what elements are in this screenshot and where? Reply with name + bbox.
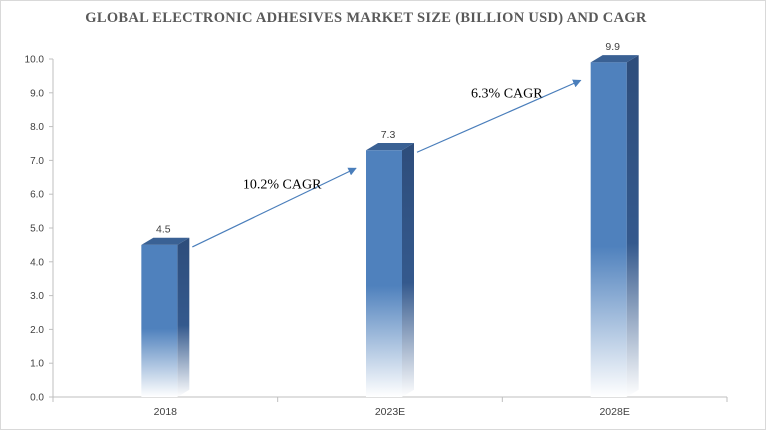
x-tick-label: 2018 <box>154 406 178 418</box>
bar-2028E <box>590 55 639 398</box>
bars <box>141 55 639 398</box>
cagr-label: 6.3% CAGR <box>471 86 543 101</box>
y-tick-label: 2.0 <box>30 325 44 336</box>
y-tick-label: 3.0 <box>30 291 44 302</box>
bar-top <box>590 55 639 63</box>
bar-front <box>590 62 627 397</box>
bar-side <box>177 237 190 397</box>
y-tick-label: 4.0 <box>30 257 44 268</box>
bar-front <box>141 244 178 397</box>
bar-top <box>141 237 190 245</box>
x-tick-label: 2028E <box>599 406 629 418</box>
bar-2018 <box>141 237 190 397</box>
y-tick-label: 0.0 <box>30 393 44 404</box>
y-tick-label: 7.0 <box>30 156 44 167</box>
y-tick-label: 6.0 <box>30 190 44 201</box>
bar-side <box>626 55 639 398</box>
cagr-label: 10.2% CAGR <box>243 178 322 193</box>
labels: 4.5 2018 7.3 2023E 9.9 2028E <box>154 41 630 418</box>
x-tick-label: 2023E <box>375 406 405 418</box>
y-tick-label: 1.0 <box>30 359 44 370</box>
y-tick-label: 10.0 <box>25 55 45 66</box>
y-tick-label: 5.0 <box>30 224 44 235</box>
data-label: 9.9 <box>605 41 620 53</box>
cagr-arrow <box>192 167 357 248</box>
data-label: 7.3 <box>381 129 396 141</box>
bar-2023E <box>366 143 414 397</box>
cagr-arrow <box>416 79 582 153</box>
chart-title: GLOBAL ELECTRONIC ADHESIVES MARKET SIZE … <box>85 10 647 26</box>
bar-side <box>402 143 414 397</box>
y-tick-label: 8.0 <box>30 122 44 133</box>
data-label: 4.5 <box>156 224 171 236</box>
bar-top <box>366 143 414 151</box>
annotations: 10.2% CAGR 6.3% CAGR <box>192 79 582 248</box>
bar-front <box>366 150 402 397</box>
y-tick-label: 9.0 <box>30 88 44 99</box>
